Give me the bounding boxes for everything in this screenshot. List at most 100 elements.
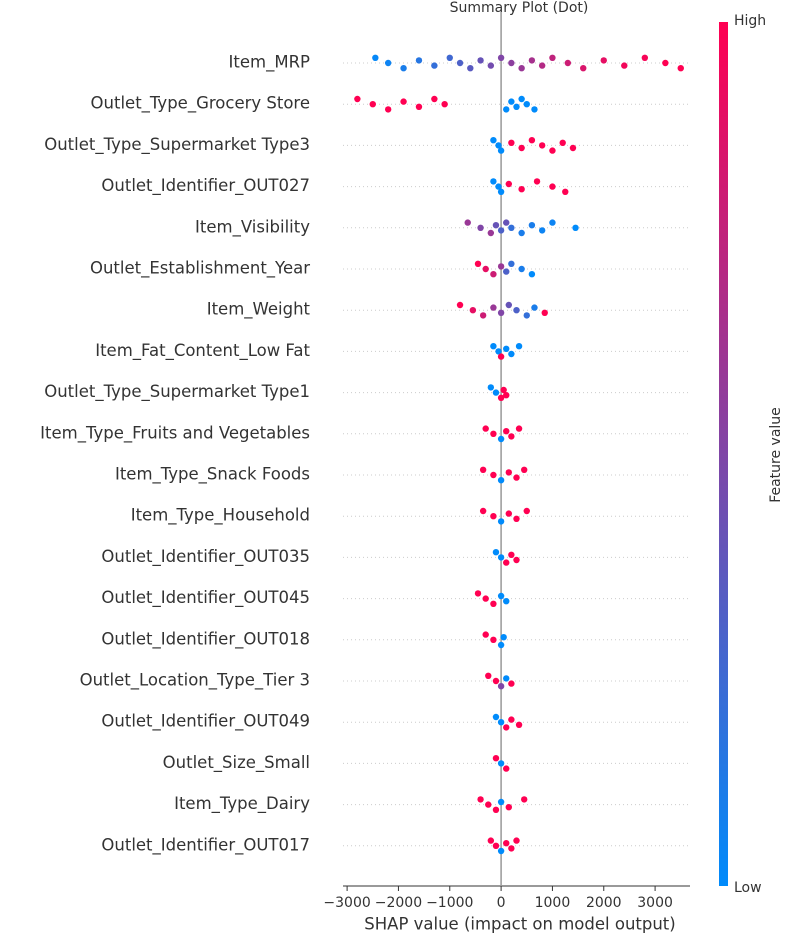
shap-dot [490,304,497,311]
shap-dot [503,840,510,847]
shap-dot [513,556,520,564]
shap-dot [479,507,487,515]
feature-label: Item_Type_Household [131,506,310,526]
shap-dot [518,229,525,237]
shap-dot [503,392,510,399]
shap-dot [482,595,489,602]
shap-dot [477,224,484,231]
shap-dot [538,62,546,69]
shap-dot [400,98,407,105]
shap-dot [490,513,497,520]
shap-dot [492,222,500,229]
shap-dot [490,430,497,437]
shap-dot [497,394,505,401]
x-axis-label: SHAP value (impact on model output) [364,915,675,934]
shap-dot [492,677,500,685]
shap-dot [513,474,520,481]
shap-dot [495,183,502,190]
feature-label: Item_MRP [229,53,311,73]
shap-dot [508,139,515,146]
shap-dot [497,309,505,316]
shap-dot [497,353,505,360]
shap-dot [490,471,497,479]
shap-dot [562,188,569,195]
feature-label: Outlet_Size_Small [163,753,310,773]
shap-dot [549,54,556,61]
shap-dot [369,101,376,108]
colorbar [719,22,728,886]
shap-dot [492,755,500,762]
shap-dot [503,675,510,682]
shap-dot [528,271,536,278]
shap-dot [518,65,525,72]
shap-dot [456,59,464,67]
shap-dot [431,95,438,103]
shap-dot [621,62,628,69]
shap-dot [497,188,505,195]
shap-dot [497,435,505,443]
shap-dot [513,515,520,522]
shap-dot [549,183,556,190]
shap-dot [477,796,484,803]
feature-label: Outlet_Location_Type_Tier 3 [80,671,310,691]
shap-dot [505,804,513,811]
shap-dot [503,268,510,275]
shap-dot [508,845,515,852]
feature-label: Item_Type_Fruits and Vegetables [40,423,310,443]
shap-dot [513,837,520,844]
shap-dot [431,62,438,69]
shap-dot [538,227,546,234]
shap-dot [497,683,505,690]
feature-label: Outlet_Identifier_OUT018 [101,629,310,649]
x-tick-label: 3000 [637,895,673,911]
shap-dot [528,137,536,144]
feature-label: Outlet_Identifier_OUT017 [101,835,310,855]
shap-dot [531,304,538,311]
shap-dot [508,350,515,358]
shap-dot [523,101,530,108]
shap-dot [467,65,474,72]
feature-label: Outlet_Identifier_OUT035 [101,547,310,567]
x-tick-label: 1000 [535,895,571,911]
shap-dot [497,847,505,855]
shap-dot [500,634,507,641]
shap-dot [497,54,505,61]
feature-label: Item_Type_Snack Foods [115,465,310,485]
shap-dot [518,144,525,152]
shap-dot [508,224,515,231]
shap-dot [641,54,649,61]
shap-dot [580,65,587,72]
shap-dot [515,425,523,432]
shap-dot [446,54,453,61]
shap-dot [538,142,546,149]
shap-dot [503,219,510,226]
feature-label: Outlet_Identifier_OUT049 [101,712,310,732]
shap-dot [600,57,607,64]
shap-dot [508,716,515,723]
shap-dot [549,147,556,154]
shap-dot [513,307,520,314]
feature-label: Outlet_Identifier_OUT027 [101,176,310,196]
shap-dot [503,559,510,566]
feature-label: Outlet_Establishment_Year [90,259,310,279]
shap-dot [531,106,538,113]
shap-dot [662,59,669,67]
shap-dot [503,345,510,352]
shap-dot [533,178,541,185]
x-tick-label: −2000 [375,895,422,911]
shap-dot [400,65,407,72]
feature-label: Item_Weight [207,300,311,320]
shap-dot [487,62,495,69]
shap-dot [495,348,502,355]
shap-dot [564,59,572,67]
shap-dot [528,222,536,229]
shap-dot [487,837,495,844]
shap-dot [492,389,500,396]
shap-dot [572,224,579,231]
shap-dot [384,59,392,67]
shap-dot [541,309,548,316]
shap-dot [515,343,523,350]
shap-dot [497,554,505,561]
shap-dot [503,428,510,435]
shap-dot [482,425,489,432]
